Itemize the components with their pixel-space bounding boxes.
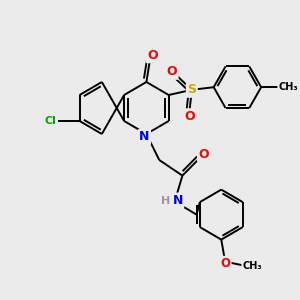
- Text: N: N: [139, 130, 150, 143]
- Text: O: O: [220, 257, 230, 270]
- Text: N: N: [172, 194, 183, 207]
- Text: H: H: [161, 196, 170, 206]
- Text: Cl: Cl: [45, 116, 57, 126]
- Text: O: O: [167, 65, 177, 78]
- Text: O: O: [184, 110, 195, 123]
- Text: O: O: [147, 49, 158, 62]
- Text: CH₃: CH₃: [242, 261, 262, 271]
- Text: O: O: [198, 148, 209, 160]
- Text: CH₃: CH₃: [279, 82, 298, 92]
- Text: S: S: [187, 83, 196, 96]
